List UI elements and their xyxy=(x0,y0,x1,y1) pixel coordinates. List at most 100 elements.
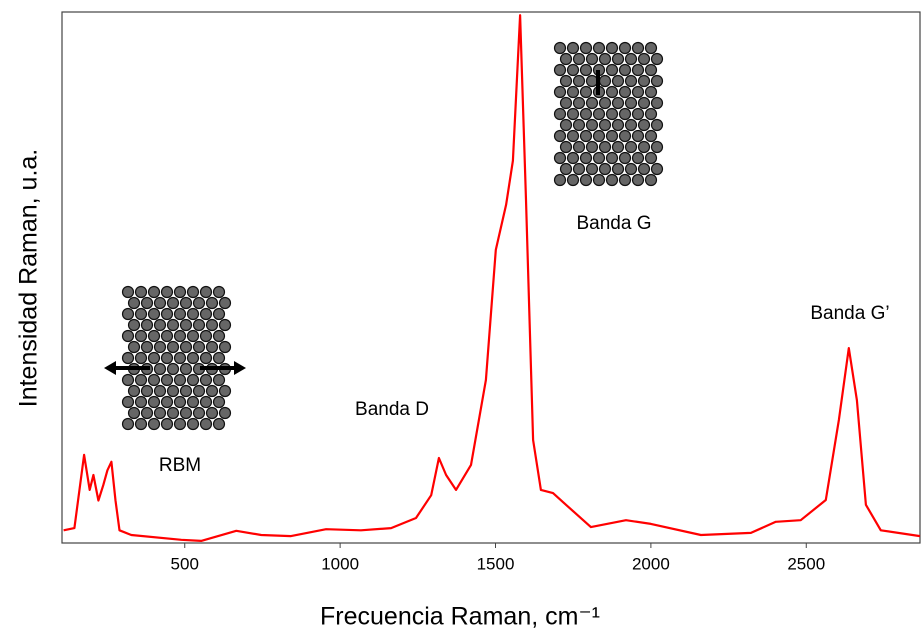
nanotube-icon xyxy=(555,43,663,186)
atom xyxy=(555,65,566,76)
atom xyxy=(136,309,147,320)
atom xyxy=(613,142,624,153)
atom xyxy=(142,342,153,353)
atom xyxy=(607,153,618,164)
x-axis-label: Frecuencia Raman, cm⁻¹ xyxy=(320,603,600,631)
atom xyxy=(149,353,160,364)
atom xyxy=(620,43,631,54)
atom xyxy=(214,331,225,342)
y-axis-label: Intensidad Raman, u.a. xyxy=(15,149,43,408)
atom xyxy=(587,54,598,65)
atom xyxy=(201,397,212,408)
atom xyxy=(207,298,218,309)
atom xyxy=(175,287,186,298)
atom xyxy=(168,386,179,397)
atom xyxy=(574,54,585,65)
atom xyxy=(639,98,650,109)
atom xyxy=(194,408,205,419)
atom xyxy=(555,87,566,98)
atom xyxy=(555,43,566,54)
atom xyxy=(600,98,611,109)
atom xyxy=(129,298,140,309)
x-tick-label: 2000 xyxy=(632,554,670,573)
atom xyxy=(201,287,212,298)
atom xyxy=(129,386,140,397)
atom xyxy=(574,142,585,153)
atom xyxy=(181,364,192,375)
atom xyxy=(633,87,644,98)
atom xyxy=(123,353,134,364)
atom xyxy=(194,386,205,397)
atom xyxy=(175,331,186,342)
atom xyxy=(149,419,160,430)
atom xyxy=(142,386,153,397)
atom xyxy=(581,175,592,186)
atom xyxy=(162,353,173,364)
atom xyxy=(201,353,212,364)
atom xyxy=(620,65,631,76)
atom xyxy=(587,98,598,109)
atom xyxy=(162,375,173,386)
atom xyxy=(620,131,631,142)
atom xyxy=(633,109,644,120)
atom xyxy=(646,109,657,120)
x-tick-label: 500 xyxy=(171,554,199,573)
atom xyxy=(581,131,592,142)
atom xyxy=(574,164,585,175)
atom xyxy=(168,364,179,375)
atom xyxy=(555,109,566,120)
atom xyxy=(142,320,153,331)
atom xyxy=(123,397,134,408)
annotation: Banda G xyxy=(577,213,652,234)
atom xyxy=(607,87,618,98)
atom xyxy=(162,397,173,408)
atom xyxy=(136,419,147,430)
atom xyxy=(646,175,657,186)
atom xyxy=(568,131,579,142)
atom xyxy=(155,364,166,375)
atom xyxy=(123,331,134,342)
annotation: Banda G’ xyxy=(810,303,889,324)
atom xyxy=(214,287,225,298)
atom xyxy=(123,375,134,386)
atom xyxy=(149,375,160,386)
atom xyxy=(181,342,192,353)
atom xyxy=(201,419,212,430)
atom xyxy=(129,408,140,419)
atom xyxy=(587,76,598,87)
atom xyxy=(168,320,179,331)
atom xyxy=(142,298,153,309)
atom xyxy=(220,298,231,309)
atom xyxy=(188,287,199,298)
atom xyxy=(639,142,650,153)
atom xyxy=(587,120,598,131)
atom xyxy=(568,65,579,76)
atom xyxy=(181,298,192,309)
atom xyxy=(620,175,631,186)
atom xyxy=(155,298,166,309)
annotation: Banda D xyxy=(355,399,429,420)
atom xyxy=(188,419,199,430)
atom xyxy=(574,98,585,109)
atom xyxy=(639,54,650,65)
atom xyxy=(220,342,231,353)
atom xyxy=(214,353,225,364)
atom xyxy=(168,342,179,353)
atom xyxy=(149,331,160,342)
atom xyxy=(136,331,147,342)
atom xyxy=(594,153,605,164)
atom xyxy=(149,287,160,298)
atom xyxy=(600,54,611,65)
atom xyxy=(181,320,192,331)
atom xyxy=(194,342,205,353)
atom xyxy=(220,320,231,331)
atom xyxy=(561,142,572,153)
atom xyxy=(162,419,173,430)
atom xyxy=(123,419,134,430)
atom xyxy=(162,309,173,320)
atom xyxy=(626,54,637,65)
atom xyxy=(155,342,166,353)
atom xyxy=(620,153,631,164)
atom xyxy=(123,309,134,320)
annotation: RBM xyxy=(159,455,201,476)
